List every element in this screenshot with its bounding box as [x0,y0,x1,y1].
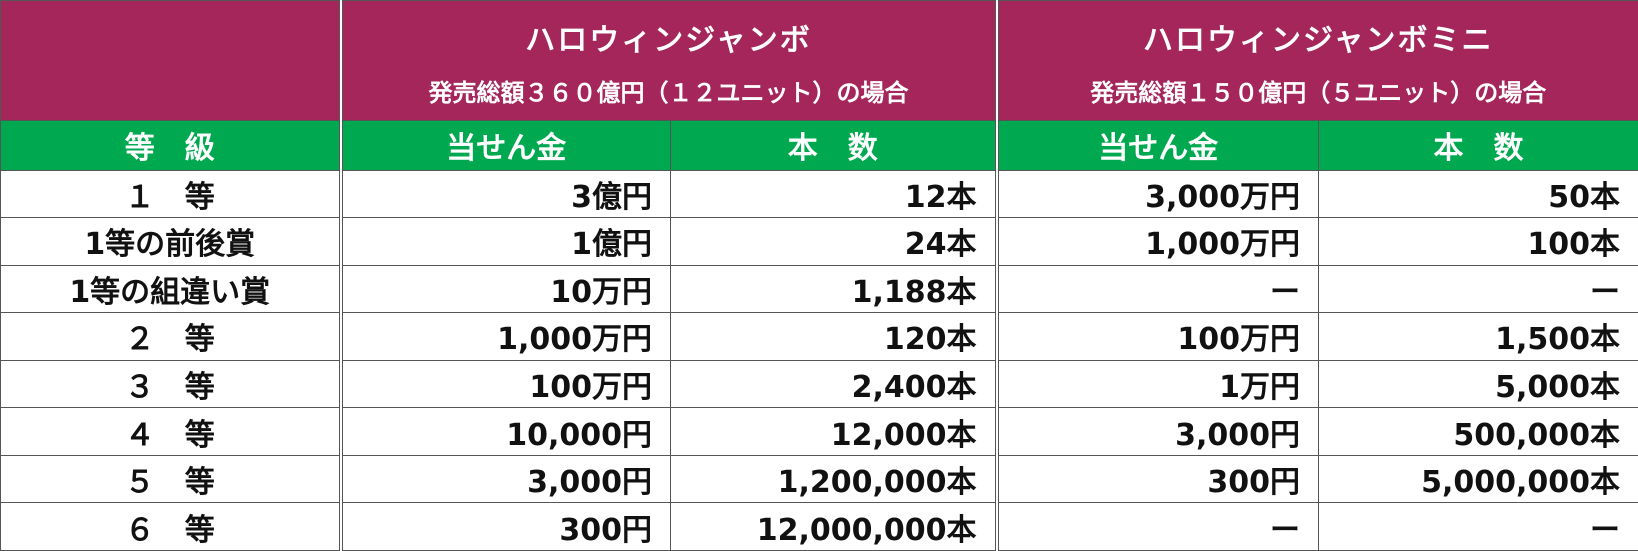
mini-prize-cell: 300円 [994,454,1319,504]
mini-subtitle: 発売総額１５０億円（５ユニット）の場合 [1090,78,1547,107]
mini-title: ハロウィンジャンボミニ [1143,22,1494,58]
jumbo-prize-cell: 10万円 [338,264,671,314]
jumbo-count-cell: 12,000,000本 [670,502,997,551]
mini-prize-cell: 3,000万円 [994,169,1319,219]
jumbo-count-column-header: 本 数 [670,119,997,171]
jumbo-count-cell: 12,000本 [670,407,997,456]
mini-prize-cell: ー [994,502,1319,551]
jumbo-subtitle: 発売総額３６０億円（１２ユニット）の場合 [428,78,909,107]
jumbo-count-cell: 24本 [670,217,997,266]
grade-cell: ５ 等 [0,454,341,504]
table-row: ２ 等 1,000万円 120本 100万円 1,500本 [0,312,1638,361]
jumbo-prize-cell: 100万円 [338,359,671,409]
table-row: ６ 等 300円 12,000,000本 ー ー [0,502,1638,551]
jumbo-prize-cell: 300円 [338,502,671,551]
column-header-row: 等 級 当せん金 本 数 当せん金 本 数 [0,119,1638,171]
mini-prize-cell: 1,000万円 [994,217,1319,266]
mini-count-cell: 5,000本 [1318,359,1638,409]
mini-count-cell: 1,500本 [1318,312,1638,361]
mini-prize-column-header: 当せん金 [994,119,1319,171]
jumbo-prize-column-header: 当せん金 [338,119,671,171]
grade-cell: ２ 等 [0,312,341,361]
jumbo-prize-cell: 10,000円 [338,407,671,456]
grade-cell: 1等の前後賞 [0,217,341,266]
jumbo-count-cell: 2,400本 [670,359,997,409]
mini-header-cell: ハロウィンジャンボミニ 発売総額１５０億円（５ユニット）の場合 [994,0,1638,121]
grade-cell: ３ 等 [0,359,341,409]
jumbo-header-cell: ハロウィンジャンボ 発売総額３６０億円（１２ユニット）の場合 [338,0,997,121]
table-row: 1等の前後賞 1億円 24本 1,000万円 100本 [0,217,1638,266]
jumbo-prize-cell: 3,000円 [338,454,671,504]
header-row: ハロウィンジャンボ 発売総額３６０億円（１２ユニット）の場合 ハロウィンジャンボ… [0,0,1638,121]
table-row: ５ 等 3,000円 1,200,000本 300円 5,000,000本 [0,454,1638,504]
jumbo-prize-cell: 3億円 [338,169,671,219]
jumbo-count-cell: 1,200,000本 [670,454,997,504]
mini-count-cell: 100本 [1318,217,1638,266]
header-corner-cell [0,0,341,121]
table-row: 1等の組違い賞 10万円 1,188本 ー ー [0,264,1638,314]
jumbo-count-cell: 1,188本 [670,264,997,314]
mini-count-cell: ー [1318,502,1638,551]
mini-prize-cell: ー [994,264,1319,314]
table-row: ３ 等 100万円 2,400本 1万円 5,000本 [0,359,1638,409]
mini-count-cell: 50本 [1318,169,1638,219]
jumbo-count-cell: 12本 [670,169,997,219]
mini-count-cell: 500,000本 [1318,407,1638,456]
jumbo-prize-cell: 1億円 [338,217,671,266]
mini-prize-cell: 100万円 [994,312,1319,361]
grade-cell: ６ 等 [0,502,341,551]
mini-count-cell: ー [1318,264,1638,314]
table-row: １ 等 3億円 12本 3,000万円 50本 [0,169,1638,219]
jumbo-count-cell: 120本 [670,312,997,361]
mini-count-column-header: 本 数 [1318,119,1638,171]
grade-cell: ４ 等 [0,407,341,456]
mini-count-cell: 5,000,000本 [1318,454,1638,504]
jumbo-prize-cell: 1,000万円 [338,312,671,361]
mini-prize-cell: 3,000円 [994,407,1319,456]
grade-cell: １ 等 [0,169,341,219]
table-row: ４ 等 10,000円 12,000本 3,000円 500,000本 [0,407,1638,456]
jumbo-title: ハロウィンジャンボ [525,22,812,58]
mini-prize-cell: 1万円 [994,359,1319,409]
grade-cell: 1等の組違い賞 [0,264,341,314]
grade-column-header: 等 級 [0,119,341,171]
